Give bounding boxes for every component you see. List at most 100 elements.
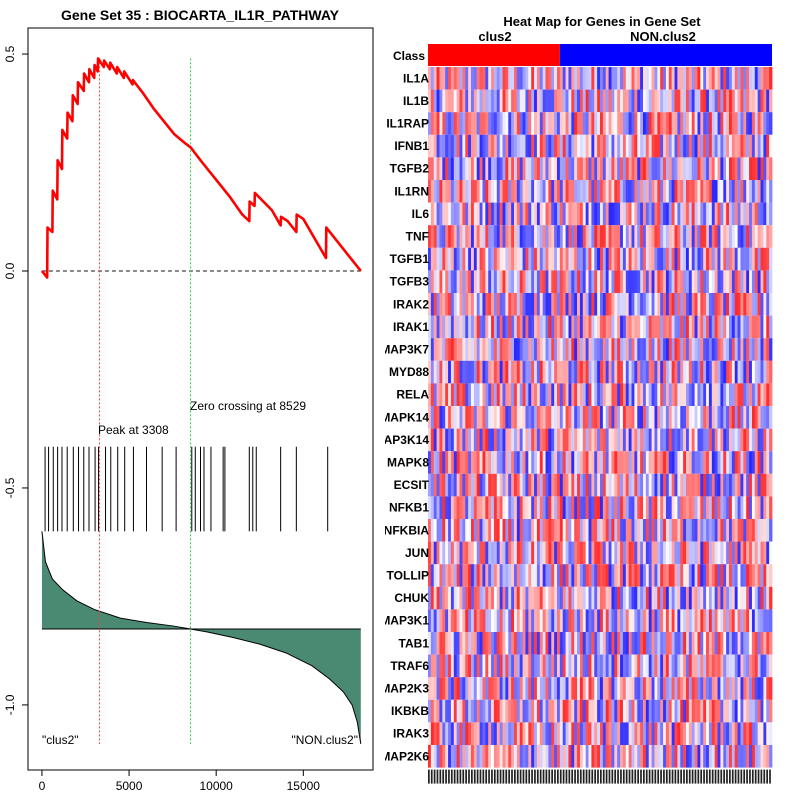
heatmap-cell	[536, 225, 541, 248]
heatmap-cell	[516, 315, 521, 339]
heatmap-cell	[734, 270, 738, 293]
heatmap-cell	[554, 134, 558, 158]
heatmap-cell	[688, 609, 693, 632]
heatmap-cell	[605, 473, 609, 497]
heatmap-cell	[496, 225, 501, 248]
heatmap-cell	[514, 496, 518, 519]
heatmap-cell	[539, 293, 544, 316]
heatmap-cell	[628, 541, 632, 565]
heatmap-cell	[648, 451, 652, 474]
heatmap-cell	[717, 360, 721, 384]
heatmap-cell	[686, 406, 690, 429]
heatmap-cell	[505, 293, 509, 316]
heatmap-cell	[766, 67, 770, 90]
heatmap-cell	[708, 134, 713, 158]
heatmap-cell	[648, 564, 652, 587]
heatmap-cell	[726, 383, 730, 406]
heatmap-cell	[479, 654, 483, 678]
heatmap-cell	[737, 654, 741, 678]
heatmap-cell	[645, 157, 650, 180]
heatmap-cell	[686, 677, 690, 700]
heatmap-cell	[706, 360, 710, 384]
heatmap-cell	[734, 451, 738, 474]
heatmap-cell	[565, 315, 569, 339]
heatmap-cell	[531, 293, 535, 316]
heatmap-cell	[450, 519, 455, 542]
heatmap-cell	[439, 293, 443, 316]
heatmap-cell	[551, 383, 555, 406]
heatmap-cell	[654, 225, 658, 248]
heatmap-cell	[551, 609, 555, 632]
heatmap-cell	[674, 270, 678, 293]
heatmap-cell	[442, 632, 446, 655]
heatmap-cell	[620, 677, 624, 700]
heatmap-cell	[691, 496, 695, 519]
gene-label: NFKBIA	[385, 523, 429, 537]
heatmap-cell	[688, 677, 693, 700]
heatmap-cell	[471, 496, 475, 519]
heatmap-cell	[577, 541, 581, 565]
heatmap-cell	[473, 360, 478, 384]
heatmap-cell	[691, 338, 695, 361]
heatmap-cell	[505, 564, 509, 587]
heatmap-cell	[588, 293, 592, 316]
heatmap-cell	[522, 112, 526, 135]
heatmap-cell	[622, 225, 627, 248]
heatmap-cell	[631, 89, 635, 113]
heatmap-cell	[594, 293, 598, 316]
heatmap-cell	[476, 406, 480, 429]
heatmap-cell	[749, 654, 753, 678]
heatmap-cell	[703, 270, 707, 293]
heatmap-cell	[686, 473, 690, 497]
heatmap-cell	[508, 451, 512, 474]
heatmap-cell	[743, 473, 747, 497]
heatmap-cell	[697, 586, 701, 610]
heatmap-cell	[505, 519, 509, 542]
heatmap-cell	[568, 225, 572, 248]
heatmap-cell	[557, 632, 561, 655]
heatmap-cell	[554, 406, 558, 429]
heatmap-cell	[714, 677, 718, 700]
heatmap-cell	[640, 745, 644, 768]
heatmap-cell	[545, 609, 549, 632]
heatmap-cell	[751, 293, 756, 316]
heatmap-cell	[594, 180, 598, 203]
heatmap-cell	[754, 722, 759, 745]
heatmap-cell	[499, 67, 503, 90]
heatmap-cell	[720, 541, 724, 565]
heatmap-cell	[502, 428, 506, 452]
heatmap-cell	[565, 134, 569, 158]
heatmap-cell	[600, 406, 604, 429]
heatmap-cell	[428, 293, 432, 316]
heatmap-cell	[688, 745, 693, 768]
heatmap-cell	[674, 654, 678, 678]
heatmap-cell	[717, 722, 721, 745]
heatmap-cell	[562, 451, 566, 474]
heatmap-cell	[749, 609, 753, 632]
heatmap-cell	[597, 654, 601, 678]
heatmap-cell	[591, 586, 595, 610]
heatmap-cell	[511, 315, 515, 339]
heatmap-cell	[585, 586, 589, 610]
heatmap-cell	[720, 180, 724, 203]
heatmap-cell	[597, 134, 601, 158]
heatmap-cell	[660, 67, 664, 90]
heatmap-cell	[491, 677, 495, 700]
heatmap-cell	[703, 134, 707, 158]
heatmap-cell	[600, 338, 604, 361]
heatmap-cell	[683, 677, 687, 700]
heatmap-cell	[754, 247, 759, 271]
heatmap-cell	[476, 247, 480, 271]
heatmap-cell	[668, 451, 673, 474]
heatmap-cell	[751, 677, 756, 700]
heatmap-cell	[462, 383, 466, 406]
heatmap-cell	[660, 338, 664, 361]
heatmap-cell	[448, 586, 452, 610]
heatmap-cell	[456, 338, 460, 361]
heatmap-cell	[476, 677, 480, 700]
sample-name-mark	[668, 769, 671, 784]
gene-label: TGFB1	[390, 252, 430, 266]
heatmap-cell	[548, 496, 552, 519]
heatmap-cell	[697, 383, 701, 406]
heatmap-cell	[674, 315, 678, 339]
